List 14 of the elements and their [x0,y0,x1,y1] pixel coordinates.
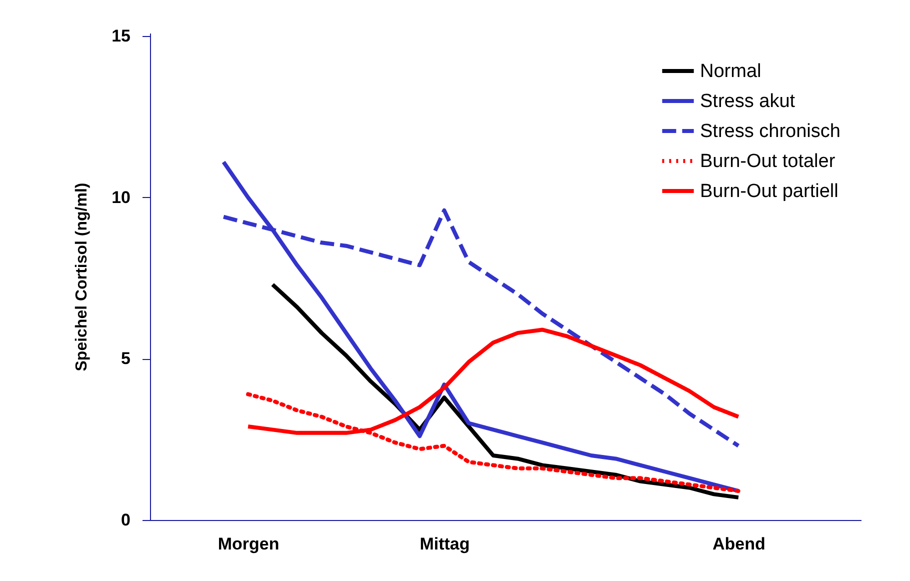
line-series [270,282,740,500]
x-tick-label: Abend [712,534,766,554]
y-tick-label: 15 [112,26,130,46]
y-tick-label: 0 [121,510,130,530]
y-tick-label: 10 [112,188,130,207]
legend-label: Stress chronisch [700,121,840,142]
legend-label: Normal [700,61,762,82]
legend-label: Burn-Out partiell [700,181,838,202]
y-axis-title: Speichel Cortisol (ng/ml) [74,182,91,372]
x-tick-label: Mittag [420,534,470,554]
x-tick-label: Morgen [218,534,280,554]
legend-label: Stress akut [700,91,796,112]
y-tick-label: 5 [121,349,130,368]
legend-label: Burn-Out totaler [700,151,836,172]
